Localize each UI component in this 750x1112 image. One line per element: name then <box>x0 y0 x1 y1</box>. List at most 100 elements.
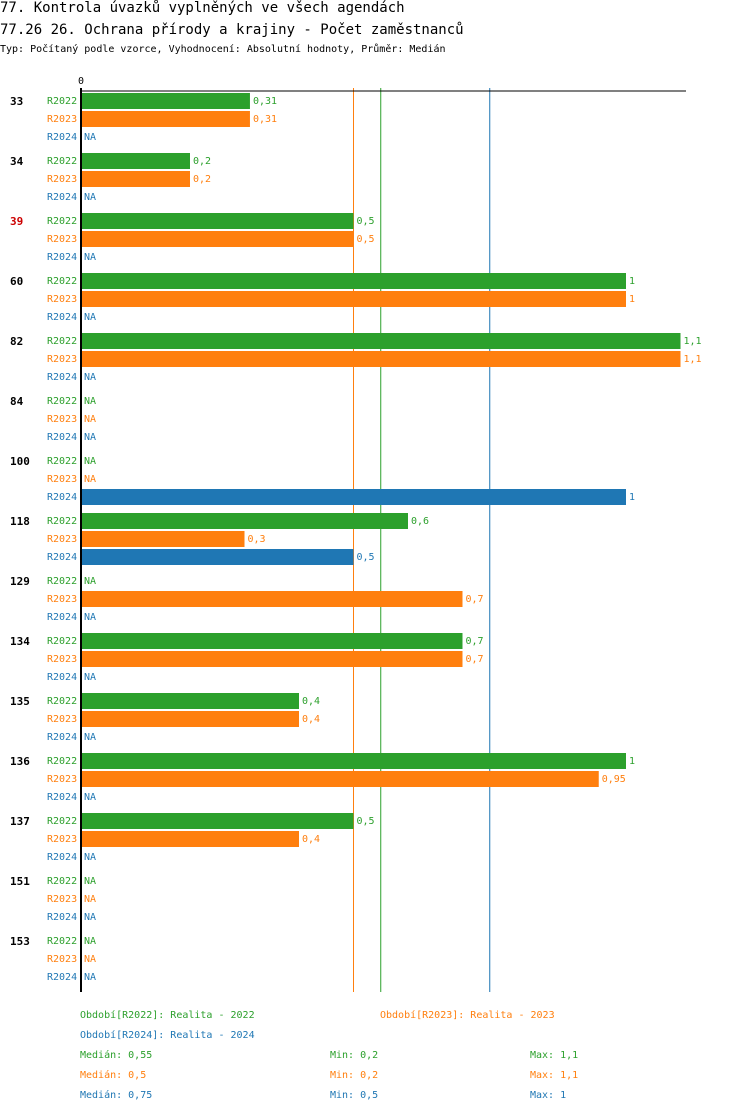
series-label: R2023 <box>47 834 77 845</box>
category-label: 136 <box>10 755 30 768</box>
series-label: R2022 <box>47 336 77 347</box>
series-label: R2022 <box>47 756 77 767</box>
data-label: 0,7 <box>466 636 484 647</box>
series-label: R2024 <box>47 612 77 623</box>
series-label: R2024 <box>47 252 77 263</box>
bar <box>81 171 190 187</box>
series-label: R2022 <box>47 396 77 407</box>
series-label: R2024 <box>47 492 77 503</box>
chart-title: 77. Kontrola úvazků vyplněných ve všech … <box>0 0 405 16</box>
stat-min: Min: 0,5 <box>330 1090 378 1101</box>
data-label: 0,3 <box>248 534 266 545</box>
series-label: R2022 <box>47 156 77 167</box>
series-label: R2022 <box>47 216 77 227</box>
stat-max: Max: 1,1 <box>530 1070 578 1081</box>
stat-max: Max: 1,1 <box>530 1050 578 1061</box>
na-label: NA <box>84 414 96 425</box>
category-label: 39 <box>10 215 23 228</box>
bar <box>81 351 681 367</box>
series-label: R2022 <box>47 516 77 527</box>
series-label: R2024 <box>47 792 77 803</box>
bar <box>81 549 354 565</box>
series-label: R2024 <box>47 732 77 743</box>
series-label: R2024 <box>47 852 77 863</box>
data-label: 0,5 <box>357 552 375 563</box>
legend-item: Období[R2022]: Realita - 2022 <box>80 1009 255 1021</box>
series-label: R2023 <box>47 174 77 185</box>
series-label: R2024 <box>47 552 77 563</box>
data-label: 0,7 <box>466 594 484 605</box>
series-label: R2023 <box>47 354 77 365</box>
bar <box>81 273 626 289</box>
bar <box>81 111 250 127</box>
series-label: R2023 <box>47 594 77 605</box>
bar <box>81 531 245 547</box>
series-label: R2023 <box>47 114 77 125</box>
series-label: R2023 <box>47 414 77 425</box>
series-label: R2024 <box>47 432 77 443</box>
stat-max: Max: 1 <box>530 1090 566 1101</box>
na-label: NA <box>84 954 96 965</box>
bar <box>81 693 299 709</box>
bar <box>81 831 299 847</box>
series-label: R2023 <box>47 654 77 665</box>
series-label: R2023 <box>47 294 77 305</box>
bar <box>81 513 408 529</box>
series-label: R2022 <box>47 456 77 467</box>
category-label: 153 <box>10 935 30 948</box>
series-label: R2023 <box>47 714 77 725</box>
na-label: NA <box>84 912 96 923</box>
bar <box>81 633 463 649</box>
na-label: NA <box>84 876 96 887</box>
legend-item: Období[R2023]: Realita - 2023 <box>380 1009 555 1021</box>
stat-median: Medián: 0,75 <box>80 1089 152 1101</box>
series-label: R2024 <box>47 972 77 983</box>
stat-median: Medián: 0,5 <box>80 1069 146 1081</box>
na-label: NA <box>84 312 96 323</box>
data-label: 1,1 <box>684 336 702 347</box>
data-label: 0,5 <box>357 234 375 245</box>
x-axis-zero-tick: 0 <box>78 76 84 87</box>
data-label: 0,4 <box>302 714 320 725</box>
data-label: 0,5 <box>357 216 375 227</box>
data-label: 0,4 <box>302 696 320 707</box>
bar <box>81 291 626 307</box>
na-label: NA <box>84 252 96 263</box>
stat-min: Min: 0,2 <box>330 1050 378 1061</box>
bar <box>81 153 190 169</box>
na-label: NA <box>84 192 96 203</box>
na-label: NA <box>84 372 96 383</box>
category-label: 84 <box>10 395 24 408</box>
data-label: 0,7 <box>466 654 484 665</box>
data-label: 0,2 <box>193 156 211 167</box>
category-label: 82 <box>10 335 23 348</box>
category-label: 134 <box>10 635 30 648</box>
series-label: R2024 <box>47 372 77 383</box>
series-label: R2023 <box>47 894 77 905</box>
data-label: 1 <box>629 756 635 767</box>
na-label: NA <box>84 936 96 947</box>
bar <box>81 231 354 247</box>
category-label: 129 <box>10 575 30 588</box>
na-label: NA <box>84 972 96 983</box>
series-label: R2024 <box>47 672 77 683</box>
legend-item: Období[R2024]: Realita - 2024 <box>80 1029 255 1041</box>
category-label: 137 <box>10 815 30 828</box>
category-label: 100 <box>10 455 30 468</box>
bar <box>81 591 463 607</box>
series-label: R2024 <box>47 912 77 923</box>
data-label: 0,31 <box>253 96 277 107</box>
category-label: 118 <box>10 515 30 528</box>
series-label: R2022 <box>47 636 77 647</box>
data-label: 0,31 <box>253 114 277 125</box>
na-label: NA <box>84 894 96 905</box>
bar <box>81 333 681 349</box>
category-label: 135 <box>10 695 30 708</box>
bar <box>81 93 250 109</box>
na-label: NA <box>84 132 96 143</box>
chart-subtitle: 77.26 26. Ochrana přírody a krajiny - Po… <box>0 22 464 38</box>
series-label: R2023 <box>47 774 77 785</box>
na-label: NA <box>84 792 96 803</box>
series-label: R2022 <box>47 876 77 887</box>
